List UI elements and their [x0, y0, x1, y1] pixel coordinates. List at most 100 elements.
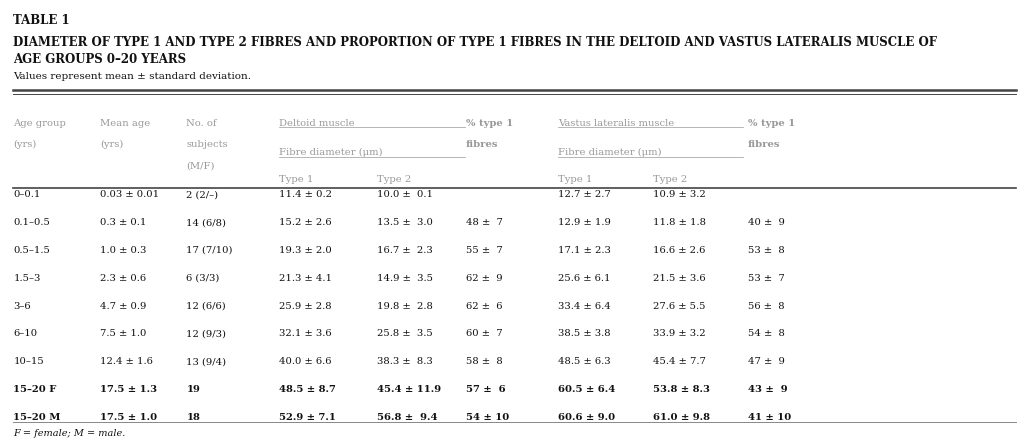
Text: 13 (9/4): 13 (9/4) [186, 357, 226, 366]
Text: 45.4 ± 11.9: 45.4 ± 11.9 [377, 385, 441, 394]
Text: Deltoid muscle: Deltoid muscle [279, 119, 354, 128]
Text: 14 (6/8): 14 (6/8) [186, 218, 226, 227]
Text: 10–15: 10–15 [13, 357, 44, 366]
Text: 53 ±  8: 53 ± 8 [748, 246, 784, 255]
Text: (yrs): (yrs) [100, 140, 124, 149]
Text: 3–6: 3–6 [13, 302, 31, 310]
Text: 33.4 ± 6.4: 33.4 ± 6.4 [558, 302, 611, 310]
Text: 0.1–0.5: 0.1–0.5 [13, 218, 50, 227]
Text: 17.5 ± 1.3: 17.5 ± 1.3 [100, 385, 158, 394]
Text: 57 ±  6: 57 ± 6 [466, 385, 506, 394]
Text: 56.8 ±  9.4: 56.8 ± 9.4 [377, 413, 437, 422]
Text: 13.5 ±  3.0: 13.5 ± 3.0 [377, 218, 433, 227]
Text: 10.0 ±  0.1: 10.0 ± 0.1 [377, 190, 433, 199]
Text: 6–10: 6–10 [13, 329, 38, 338]
Text: 60.5 ± 6.4: 60.5 ± 6.4 [558, 385, 615, 394]
Text: Type 2: Type 2 [377, 175, 411, 184]
Text: 38.3 ±  8.3: 38.3 ± 8.3 [377, 357, 432, 366]
Text: (yrs): (yrs) [13, 140, 37, 149]
Text: 56 ±  8: 56 ± 8 [748, 302, 784, 310]
Text: subjects: subjects [186, 140, 228, 149]
Text: 16.6 ± 2.6: 16.6 ± 2.6 [653, 246, 706, 255]
Text: 12 (9/3): 12 (9/3) [186, 329, 226, 338]
Text: 6 (3/3): 6 (3/3) [186, 274, 220, 283]
Text: No. of: No. of [186, 119, 217, 128]
Text: 33.9 ± 3.2: 33.9 ± 3.2 [653, 329, 706, 338]
Text: 27.6 ± 5.5: 27.6 ± 5.5 [653, 302, 706, 310]
Text: 17.5 ± 1.0: 17.5 ± 1.0 [100, 413, 158, 422]
Text: Type 1: Type 1 [279, 175, 313, 184]
Text: 0.3 ± 0.1: 0.3 ± 0.1 [100, 218, 146, 227]
Text: 53 ±  7: 53 ± 7 [748, 274, 784, 283]
Text: 40.0 ± 6.6: 40.0 ± 6.6 [279, 357, 331, 366]
Text: 12.7 ± 2.7: 12.7 ± 2.7 [558, 190, 611, 199]
Text: fibres: fibres [466, 140, 499, 149]
Text: fibres: fibres [748, 140, 780, 149]
Text: Type 1: Type 1 [558, 175, 593, 184]
Text: % type 1: % type 1 [748, 119, 795, 128]
Text: 60 ±  7: 60 ± 7 [466, 329, 503, 338]
Text: 58 ±  8: 58 ± 8 [466, 357, 503, 366]
Text: Values represent mean ± standard deviation.: Values represent mean ± standard deviati… [13, 72, 251, 81]
Text: Fibre diameter (μm): Fibre diameter (μm) [279, 148, 382, 157]
Text: 32.1 ± 3.6: 32.1 ± 3.6 [279, 329, 331, 338]
Text: 0.03 ± 0.01: 0.03 ± 0.01 [100, 190, 160, 199]
Text: 11.4 ± 0.2: 11.4 ± 0.2 [279, 190, 332, 199]
Text: 0–0.1: 0–0.1 [13, 190, 41, 199]
Text: 54 ± 10: 54 ± 10 [466, 413, 509, 422]
Text: 15–20 F: 15–20 F [13, 385, 56, 394]
Text: 45.4 ± 7.7: 45.4 ± 7.7 [653, 357, 707, 366]
Text: 52.9 ± 7.1: 52.9 ± 7.1 [279, 413, 336, 422]
Text: 18: 18 [186, 413, 201, 422]
Text: 2.3 ± 0.6: 2.3 ± 0.6 [100, 274, 146, 283]
Text: 53.8 ± 8.3: 53.8 ± 8.3 [653, 385, 711, 394]
Text: 25.6 ± 6.1: 25.6 ± 6.1 [558, 274, 610, 283]
Text: 19.8 ±  2.8: 19.8 ± 2.8 [377, 302, 433, 310]
Text: 62 ±  9: 62 ± 9 [466, 274, 503, 283]
Text: 25.8 ±  3.5: 25.8 ± 3.5 [377, 329, 432, 338]
Text: 48 ±  7: 48 ± 7 [466, 218, 503, 227]
Text: Type 2: Type 2 [653, 175, 687, 184]
Text: 0.5–1.5: 0.5–1.5 [13, 246, 50, 255]
Text: 54 ±  8: 54 ± 8 [748, 329, 784, 338]
Text: 12 (6/6): 12 (6/6) [186, 302, 226, 310]
Text: 10.9 ± 3.2: 10.9 ± 3.2 [653, 190, 707, 199]
Text: Vastus lateralis muscle: Vastus lateralis muscle [558, 119, 675, 128]
Text: 25.9 ± 2.8: 25.9 ± 2.8 [279, 302, 331, 310]
Text: 16.7 ±  2.3: 16.7 ± 2.3 [377, 246, 432, 255]
Text: 2 (2/–): 2 (2/–) [186, 190, 218, 199]
Text: Mean age: Mean age [100, 119, 151, 128]
Text: DIAMETER OF TYPE 1 AND TYPE 2 FIBRES AND PROPORTION OF TYPE 1 FIBRES IN THE DELT: DIAMETER OF TYPE 1 AND TYPE 2 FIBRES AND… [13, 36, 937, 49]
Text: Age group: Age group [13, 119, 67, 128]
Text: 21.3 ± 4.1: 21.3 ± 4.1 [279, 274, 332, 283]
Text: 47 ±  9: 47 ± 9 [748, 357, 784, 366]
Text: 1.5–3: 1.5–3 [13, 274, 41, 283]
Text: 12.9 ± 1.9: 12.9 ± 1.9 [558, 218, 611, 227]
Text: Fibre diameter (μm): Fibre diameter (μm) [558, 148, 662, 157]
Text: 4.7 ± 0.9: 4.7 ± 0.9 [100, 302, 146, 310]
Text: 48.5 ± 8.7: 48.5 ± 8.7 [279, 385, 336, 394]
Text: 12.4 ± 1.6: 12.4 ± 1.6 [100, 357, 154, 366]
Text: 55 ±  7: 55 ± 7 [466, 246, 503, 255]
Text: TABLE 1: TABLE 1 [13, 14, 70, 27]
Text: 62 ±  6: 62 ± 6 [466, 302, 503, 310]
Text: (M/F): (M/F) [186, 162, 215, 171]
Text: 61.0 ± 9.8: 61.0 ± 9.8 [653, 413, 711, 422]
Text: 40 ±  9: 40 ± 9 [748, 218, 784, 227]
Text: 41 ± 10: 41 ± 10 [748, 413, 791, 422]
Text: 48.5 ± 6.3: 48.5 ± 6.3 [558, 357, 610, 366]
Text: 17 (7/10): 17 (7/10) [186, 246, 232, 255]
Text: 43 ±  9: 43 ± 9 [748, 385, 787, 394]
Text: 14.9 ±  3.5: 14.9 ± 3.5 [377, 274, 433, 283]
Text: AGE GROUPS 0–20 YEARS: AGE GROUPS 0–20 YEARS [13, 53, 186, 66]
Text: 17.1 ± 2.3: 17.1 ± 2.3 [558, 246, 611, 255]
Text: % type 1: % type 1 [466, 119, 513, 128]
Text: 1.0 ± 0.3: 1.0 ± 0.3 [100, 246, 146, 255]
Text: 21.5 ± 3.6: 21.5 ± 3.6 [653, 274, 706, 283]
Text: 11.8 ± 1.8: 11.8 ± 1.8 [653, 218, 707, 227]
Text: 15.2 ± 2.6: 15.2 ± 2.6 [279, 218, 331, 227]
Text: F = female; M = male.: F = female; M = male. [13, 429, 126, 438]
Text: 19.3 ± 2.0: 19.3 ± 2.0 [279, 246, 332, 255]
Text: 19: 19 [186, 385, 201, 394]
Text: 7.5 ± 1.0: 7.5 ± 1.0 [100, 329, 146, 338]
